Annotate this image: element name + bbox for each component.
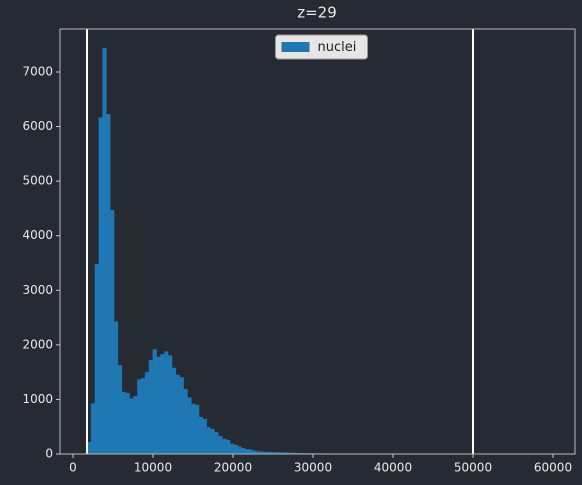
bar <box>164 351 169 454</box>
y-tick-label: 1000 <box>22 392 53 406</box>
bar <box>280 452 285 454</box>
bar <box>94 264 99 454</box>
bar <box>90 403 96 454</box>
y-tick-label: 6000 <box>22 119 53 133</box>
bar <box>168 355 173 454</box>
bar <box>229 443 234 454</box>
y-tick-label: 2000 <box>22 337 53 351</box>
bar <box>121 391 126 454</box>
chart-title: z=29 <box>297 4 337 22</box>
x-tick-label: 50000 <box>454 461 492 475</box>
bar <box>152 349 157 454</box>
bar <box>179 377 184 454</box>
bar <box>225 439 231 454</box>
bar <box>125 392 130 454</box>
bar <box>264 451 269 454</box>
bar <box>233 444 238 454</box>
x-tick-label: 0 <box>69 461 77 475</box>
bar <box>222 438 227 454</box>
bar <box>202 419 207 454</box>
bar <box>160 354 165 454</box>
bar <box>272 452 277 454</box>
bar <box>191 403 196 454</box>
x-tick-label: 40000 <box>374 461 412 475</box>
bar <box>198 416 204 454</box>
bar <box>114 321 119 454</box>
bar <box>249 449 254 454</box>
bar <box>148 360 153 454</box>
bar <box>144 372 150 454</box>
bar <box>137 379 142 454</box>
bar <box>218 435 223 454</box>
bar <box>210 428 215 454</box>
bar <box>214 432 219 454</box>
bar <box>245 449 250 454</box>
x-tick-label: 30000 <box>294 461 332 475</box>
bar <box>276 452 281 454</box>
legend: nuclei <box>275 34 368 60</box>
bar <box>171 367 177 454</box>
bar <box>237 446 242 454</box>
bar <box>141 378 146 454</box>
y-tick-label: 5000 <box>22 174 53 188</box>
y-tick-label: 0 <box>45 447 53 461</box>
bar <box>133 396 138 454</box>
x-tick-label: 10000 <box>134 461 172 475</box>
y-tick-label: 7000 <box>22 65 53 79</box>
bar <box>291 452 296 454</box>
y-tick-label: 4000 <box>22 228 53 242</box>
legend-label: nuclei <box>318 40 357 55</box>
bar <box>110 210 115 454</box>
bar <box>195 404 200 454</box>
y-tick-label: 3000 <box>22 283 53 297</box>
bar <box>241 447 246 454</box>
x-tick-label: 60000 <box>534 461 572 475</box>
bar <box>260 451 265 454</box>
bar <box>206 427 211 454</box>
plot-frame <box>59 28 576 455</box>
bar <box>102 47 107 454</box>
bar <box>187 397 192 454</box>
bar <box>183 389 188 454</box>
bar <box>117 365 123 454</box>
legend-box <box>275 34 368 60</box>
x-tick-label: 20000 <box>214 461 252 475</box>
bar <box>287 452 292 454</box>
legend-swatch <box>281 42 310 52</box>
bar <box>156 356 161 454</box>
bar <box>283 452 289 454</box>
bar <box>295 452 300 454</box>
bar <box>98 117 103 455</box>
bar <box>106 114 111 455</box>
bar <box>256 451 261 454</box>
bar <box>268 451 273 454</box>
bar <box>129 398 134 454</box>
bar <box>252 450 258 454</box>
bar <box>87 441 92 454</box>
bar <box>175 374 180 454</box>
